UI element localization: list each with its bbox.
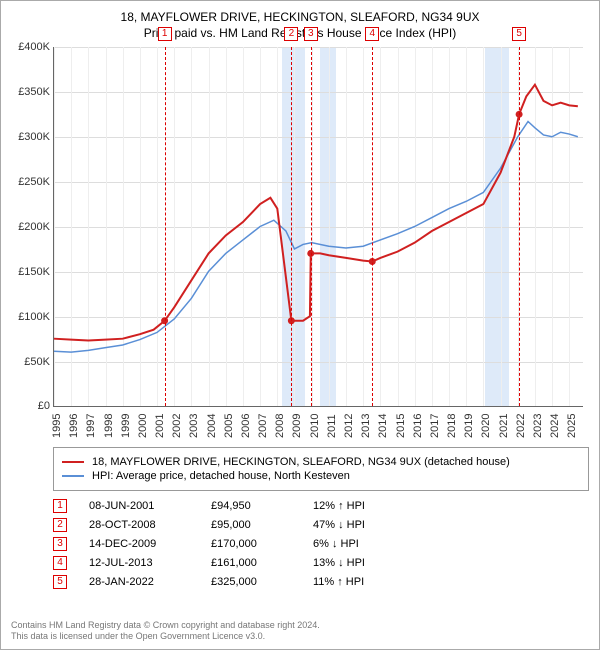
sale-marker-line bbox=[372, 47, 373, 406]
legend-swatch-hpi bbox=[62, 475, 84, 477]
x-axis-label: 2006 bbox=[240, 414, 252, 438]
title-block: 18, MAYFLOWER DRIVE, HECKINGTON, SLEAFOR… bbox=[11, 9, 589, 41]
sale-price: £161,000 bbox=[211, 557, 291, 569]
legend-label-hpi: HPI: Average price, detached house, Nort… bbox=[92, 470, 350, 482]
legend-label-property: 18, MAYFLOWER DRIVE, HECKINGTON, SLEAFOR… bbox=[92, 456, 510, 468]
x-axis-label: 2018 bbox=[446, 414, 458, 438]
y-axis-label: £300K bbox=[18, 131, 50, 143]
x-axis-label: 2002 bbox=[171, 414, 183, 438]
x-axis-label: 2011 bbox=[326, 415, 338, 439]
chart-plot-area: £0£50K£100K£150K£200K£250K£300K£350K£400… bbox=[53, 47, 583, 407]
sale-index-box: 4 bbox=[53, 556, 67, 570]
x-axis-label: 2010 bbox=[309, 414, 321, 438]
sale-vs-hpi: 13% ↓ HPI bbox=[313, 557, 403, 569]
y-axis-label: £100K bbox=[18, 311, 50, 323]
x-axis-label: 2013 bbox=[360, 414, 372, 438]
sale-vs-hpi: 12% ↑ HPI bbox=[313, 500, 403, 512]
title-line-2: Price paid vs. HM Land Registry's House … bbox=[11, 25, 589, 41]
x-axis-label: 2022 bbox=[515, 414, 527, 438]
y-axis-label: £150K bbox=[18, 266, 50, 278]
x-axis-label: 2000 bbox=[137, 414, 149, 438]
sale-marker-line bbox=[311, 47, 312, 406]
legend: 18, MAYFLOWER DRIVE, HECKINGTON, SLEAFOR… bbox=[53, 447, 589, 491]
sale-date: 28-OCT-2008 bbox=[89, 519, 189, 531]
x-axis-label: 2007 bbox=[257, 414, 269, 438]
sale-date: 14-DEC-2009 bbox=[89, 538, 189, 550]
sales-table-row: 2 28-OCT-2008 £95,000 47% ↓ HPI bbox=[53, 518, 589, 532]
sale-vs-hpi: 11% ↑ HPI bbox=[313, 576, 403, 588]
sale-price: £170,000 bbox=[211, 538, 291, 550]
sale-index-box: 1 bbox=[53, 499, 67, 513]
series-line bbox=[54, 85, 578, 341]
legend-swatch-property bbox=[62, 461, 84, 463]
x-axis-label: 2001 bbox=[154, 414, 166, 438]
x-axis-label: 2016 bbox=[412, 414, 424, 438]
x-axis-label: 2017 bbox=[429, 414, 441, 438]
x-axis-label: 1998 bbox=[103, 414, 115, 438]
sale-vs-hpi: 47% ↓ HPI bbox=[313, 519, 403, 531]
sales-table-row: 3 14-DEC-2009 £170,000 6% ↓ HPI bbox=[53, 537, 589, 551]
legend-item-hpi: HPI: Average price, detached house, Nort… bbox=[62, 470, 580, 482]
x-axis-label: 2024 bbox=[549, 414, 561, 438]
sales-table-row: 4 12-JUL-2013 £161,000 13% ↓ HPI bbox=[53, 556, 589, 570]
sale-marker-box: 5 bbox=[512, 27, 526, 41]
sale-date: 28-JAN-2022 bbox=[89, 576, 189, 588]
sale-date: 12-JUL-2013 bbox=[89, 557, 189, 569]
x-axis-label: 2005 bbox=[223, 414, 235, 438]
series-line bbox=[54, 122, 578, 353]
x-axis-label: 2014 bbox=[377, 414, 389, 438]
sale-index-box: 5 bbox=[53, 575, 67, 589]
sale-vs-hpi: 6% ↓ HPI bbox=[313, 538, 403, 550]
footer-line-2: This data is licensed under the Open Gov… bbox=[11, 631, 320, 643]
legend-item-property: 18, MAYFLOWER DRIVE, HECKINGTON, SLEAFOR… bbox=[62, 456, 580, 468]
sale-marker-box: 1 bbox=[158, 27, 172, 41]
footer-attribution: Contains HM Land Registry data © Crown c… bbox=[11, 620, 320, 643]
sale-marker-box: 3 bbox=[304, 27, 318, 41]
y-axis-label: £250K bbox=[18, 176, 50, 188]
footer-line-1: Contains HM Land Registry data © Crown c… bbox=[11, 620, 320, 632]
sale-date: 08-JUN-2001 bbox=[89, 500, 189, 512]
sale-index-box: 2 bbox=[53, 518, 67, 532]
sales-table-row: 5 28-JAN-2022 £325,000 11% ↑ HPI bbox=[53, 575, 589, 589]
sale-price: £94,950 bbox=[211, 500, 291, 512]
sale-marker-box: 4 bbox=[365, 27, 379, 41]
chart-card: 18, MAYFLOWER DRIVE, HECKINGTON, SLEAFOR… bbox=[0, 0, 600, 650]
x-axis-label: 2020 bbox=[480, 414, 492, 438]
x-axis-label: 2019 bbox=[463, 414, 475, 438]
x-axis-label: 1999 bbox=[120, 414, 132, 438]
chart-svg bbox=[54, 47, 583, 406]
x-axis-label: 2015 bbox=[395, 414, 407, 438]
x-axis-label: 2021 bbox=[498, 414, 510, 438]
y-axis-label: £50K bbox=[24, 356, 50, 368]
y-axis-label: £350K bbox=[18, 86, 50, 98]
x-axis-label: 2025 bbox=[566, 414, 578, 438]
y-axis-label: £0 bbox=[38, 400, 50, 412]
sales-table: 1 08-JUN-2001 £94,950 12% ↑ HPI 2 28-OCT-2008… bbox=[53, 499, 589, 589]
x-axis-label: 1997 bbox=[85, 414, 97, 438]
x-axis-label: 2004 bbox=[206, 414, 218, 438]
sale-price: £95,000 bbox=[211, 519, 291, 531]
x-axis-label: 1996 bbox=[68, 414, 80, 438]
sale-marker-line bbox=[165, 47, 166, 406]
sale-price: £325,000 bbox=[211, 576, 291, 588]
x-axis-label: 2012 bbox=[343, 414, 355, 438]
x-axis-label: 2009 bbox=[291, 414, 303, 438]
sales-table-row: 1 08-JUN-2001 £94,950 12% ↑ HPI bbox=[53, 499, 589, 513]
sale-index-box: 3 bbox=[53, 537, 67, 551]
x-axis-label: 2008 bbox=[274, 414, 286, 438]
sale-marker-line bbox=[291, 47, 292, 406]
sale-marker-line bbox=[519, 47, 520, 406]
x-axis-label: 2023 bbox=[532, 414, 544, 438]
y-axis-label: £200K bbox=[18, 221, 50, 233]
sale-marker-box: 2 bbox=[284, 27, 298, 41]
y-axis-label: £400K bbox=[18, 41, 50, 53]
x-axis-label: 2003 bbox=[188, 414, 200, 438]
x-axis-label: 1995 bbox=[51, 414, 63, 438]
title-line-1: 18, MAYFLOWER DRIVE, HECKINGTON, SLEAFOR… bbox=[11, 9, 589, 25]
